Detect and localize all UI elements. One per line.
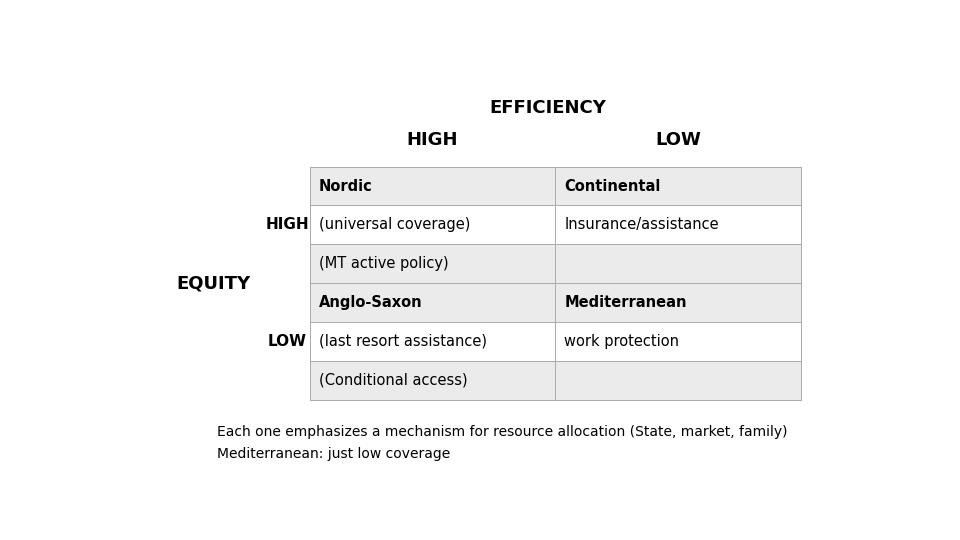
Text: Continental: Continental (564, 179, 660, 193)
Text: Each one emphasizes a mechanism for resource allocation (State, market, family)
: Each one emphasizes a mechanism for reso… (217, 426, 787, 461)
Text: Insurance/assistance: Insurance/assistance (564, 218, 719, 232)
Text: Anglo-Saxon: Anglo-Saxon (319, 295, 422, 310)
Text: (universal coverage): (universal coverage) (319, 218, 470, 232)
Text: EQUITY: EQUITY (176, 274, 250, 292)
Text: (MT active policy): (MT active policy) (319, 256, 448, 271)
Text: Nordic: Nordic (319, 179, 372, 193)
Text: (Conditional access): (Conditional access) (319, 373, 468, 388)
Bar (310, 283, 801, 322)
Text: LOW: LOW (268, 334, 307, 349)
Bar (310, 167, 801, 206)
Bar (310, 361, 801, 400)
Text: Mediterranean: Mediterranean (564, 295, 686, 310)
Text: EFFICIENCY: EFFICIENCY (490, 99, 606, 118)
Text: LOW: LOW (655, 131, 701, 149)
Text: HIGH: HIGH (407, 131, 458, 149)
Text: (last resort assistance): (last resort assistance) (319, 334, 487, 349)
Text: work protection: work protection (564, 334, 679, 349)
Bar (310, 244, 801, 283)
Text: HIGH: HIGH (266, 218, 309, 232)
